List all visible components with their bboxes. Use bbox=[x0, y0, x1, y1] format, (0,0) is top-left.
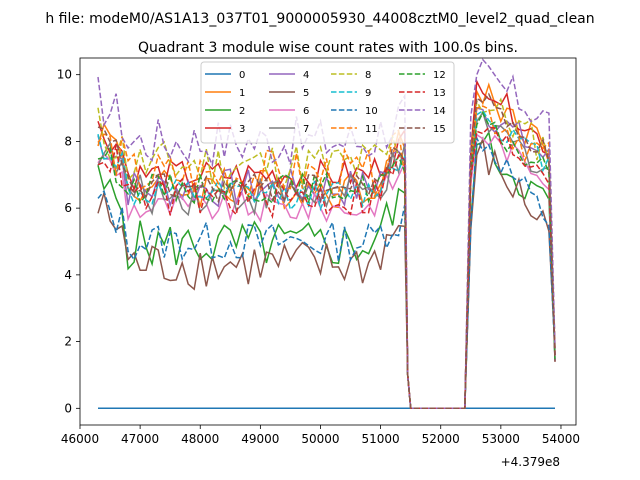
legend-box bbox=[200, 61, 455, 144]
x-tick-label: 46000 bbox=[61, 432, 99, 446]
series-line-8 bbox=[97, 97, 556, 410]
y-tick-label: 0 bbox=[64, 401, 72, 415]
legend-label-8: 8 bbox=[365, 70, 371, 81]
x-tick-label: 48000 bbox=[181, 432, 219, 446]
legend-label-2: 2 bbox=[239, 106, 245, 117]
y-tick-label: 2 bbox=[64, 335, 72, 349]
series-line-2 bbox=[97, 130, 556, 410]
x-tick-label: 49000 bbox=[241, 432, 279, 446]
series-line-5 bbox=[97, 136, 556, 410]
legend-label-5: 5 bbox=[303, 88, 309, 99]
x-offset-label: +4.379e8 bbox=[501, 455, 560, 469]
legend-label-4: 4 bbox=[303, 70, 309, 81]
plot-frame bbox=[79, 57, 577, 426]
x-tick-label: 51000 bbox=[362, 432, 400, 446]
series-line-6 bbox=[97, 133, 556, 410]
legend-label-0: 0 bbox=[239, 70, 245, 81]
x-tick-label: 47000 bbox=[121, 432, 159, 446]
legend-label-10: 10 bbox=[365, 106, 378, 117]
x-tick-label: 53000 bbox=[482, 432, 520, 446]
x-tick-label: 52000 bbox=[422, 432, 460, 446]
legend-label-13: 13 bbox=[433, 88, 446, 99]
legend-label-9: 9 bbox=[365, 88, 371, 99]
y-tick-label: 6 bbox=[64, 201, 72, 215]
legend-label-7: 7 bbox=[303, 124, 309, 135]
legend-label-6: 6 bbox=[303, 106, 309, 117]
series-line-4 bbox=[97, 107, 556, 410]
y-tick-label: 8 bbox=[64, 134, 72, 148]
legend-label-1: 1 bbox=[239, 88, 245, 99]
legend-label-11: 11 bbox=[365, 124, 378, 135]
series-line-9 bbox=[97, 109, 556, 410]
legend-label-14: 14 bbox=[433, 106, 446, 117]
legend-label-3: 3 bbox=[239, 124, 245, 135]
series-line-3 bbox=[97, 78, 556, 410]
legend-label-12: 12 bbox=[433, 70, 446, 81]
y-tick-label: 10 bbox=[57, 68, 72, 82]
x-tick-label: 54000 bbox=[542, 432, 580, 446]
series-line-12 bbox=[97, 111, 556, 410]
series-line-15 bbox=[97, 92, 556, 410]
series-line-10 bbox=[97, 135, 556, 410]
y-tick-label: 4 bbox=[64, 268, 72, 282]
legend-label-15: 15 bbox=[433, 124, 446, 135]
series-line-11 bbox=[97, 105, 556, 410]
x-tick-label: 50000 bbox=[301, 432, 339, 446]
chart-title: Quadrant 3 module wise count rates with … bbox=[138, 40, 518, 56]
axis-layer: 46000 47000 48000 49000 50000 51000 52000 53000… bbox=[57, 57, 580, 446]
series-line-13 bbox=[97, 126, 556, 410]
figure-suptitle: h file: modeM0/AS1A13_037T01_9000005930_… bbox=[45, 11, 594, 27]
